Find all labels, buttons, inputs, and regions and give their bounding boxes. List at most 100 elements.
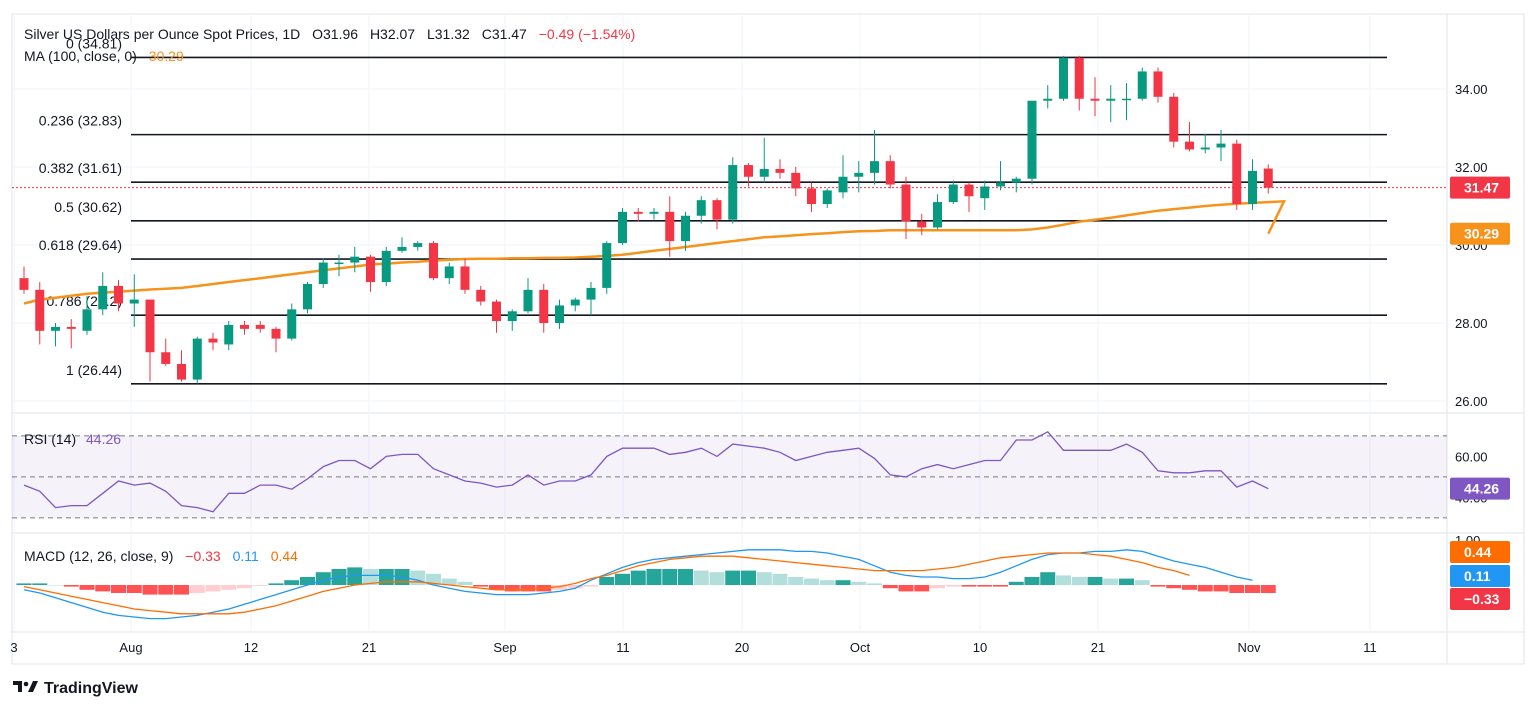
candle-body bbox=[712, 200, 722, 220]
candle-body bbox=[318, 262, 328, 284]
macd-histogram-bar bbox=[1119, 578, 1134, 585]
macd-histogram-bar bbox=[1229, 585, 1245, 593]
tradingview-logo[interactable]: TradingView bbox=[13, 680, 139, 697]
macd-histogram-bar bbox=[489, 585, 504, 590]
macd-histogram-bar bbox=[189, 585, 205, 593]
candle-body bbox=[1153, 71, 1163, 97]
fib-level-label: 0.236 (32.83) bbox=[39, 113, 122, 129]
macd-histogram-bar bbox=[851, 581, 867, 585]
candle-body bbox=[1137, 71, 1147, 99]
macd-histogram-bar bbox=[615, 573, 630, 585]
candle-body bbox=[980, 186, 990, 199]
candle-body bbox=[901, 184, 911, 222]
candle-body bbox=[334, 262, 344, 265]
candle-body bbox=[492, 301, 501, 322]
time-axis-label: 21 bbox=[1091, 640, 1105, 655]
macd-histogram-bar bbox=[993, 585, 1008, 587]
candle-body bbox=[964, 184, 974, 197]
candle-body bbox=[1106, 98, 1116, 101]
macd-histogram-bar bbox=[552, 585, 567, 590]
rsi-path bbox=[23, 430, 1269, 513]
candle-body bbox=[1232, 143, 1242, 205]
candle-body bbox=[728, 165, 738, 220]
macd-histogram-bar bbox=[347, 567, 363, 585]
macd-histogram-bar bbox=[1008, 581, 1024, 585]
candle-body bbox=[444, 266, 454, 279]
rsi-axis-label: 60.00 bbox=[1455, 449, 1488, 464]
candlestick-series bbox=[19, 55, 1273, 384]
candle-body bbox=[460, 266, 470, 290]
candle-body bbox=[381, 250, 391, 283]
candle-body bbox=[1185, 141, 1194, 150]
rsi-band-fill bbox=[12, 435, 1447, 518]
macd-histogram-bar bbox=[1024, 577, 1040, 585]
macd-histogram-bar bbox=[1213, 585, 1229, 592]
rsi-value-tag-bg bbox=[1450, 477, 1510, 500]
time-axis-label: 11 bbox=[1363, 640, 1377, 655]
macd-lines-group bbox=[23, 549, 1253, 620]
macd-histogram-bar bbox=[268, 583, 284, 585]
macd-histogram-bar bbox=[48, 585, 63, 586]
macd-histogram-bar bbox=[1071, 577, 1087, 585]
candle-body bbox=[618, 211, 627, 244]
fib-level-label: 0.382 (31.61) bbox=[39, 160, 122, 176]
macd-histogram-bar bbox=[504, 585, 520, 592]
macd-histogram-bar bbox=[363, 569, 378, 585]
candle-body bbox=[507, 311, 517, 322]
candle-body bbox=[255, 324, 265, 329]
macd-histogram-bar bbox=[237, 585, 252, 589]
candle-body bbox=[681, 215, 690, 242]
candle-body bbox=[413, 243, 423, 247]
macd-histogram-bar bbox=[174, 585, 189, 595]
macd-histogram-bar bbox=[772, 573, 788, 585]
candle-body bbox=[759, 168, 769, 177]
macd-histogram-bar bbox=[79, 585, 95, 590]
macd-histogram-bar bbox=[1166, 585, 1182, 589]
macd-histogram-bar bbox=[678, 569, 693, 585]
tradingview-logo-icon bbox=[13, 681, 38, 692]
macd-histogram-bar bbox=[300, 577, 315, 585]
macd-line-path bbox=[23, 549, 1253, 620]
candle-body bbox=[570, 299, 580, 306]
axis-labels: 3 Aug 12 21 Sep 11 20 Oct 10 21 Nov 1126.0028.0030.… bbox=[10, 82, 1487, 655]
macd-histogram-bar bbox=[914, 585, 930, 592]
candle-body bbox=[208, 338, 218, 343]
ohlc-high: H32.07 bbox=[370, 26, 415, 42]
macd-histogram-bar bbox=[898, 585, 914, 592]
macd-histogram-bar bbox=[930, 585, 945, 589]
candle-body bbox=[397, 246, 407, 251]
macd-histogram-bar bbox=[1087, 577, 1103, 585]
candle-body bbox=[114, 285, 123, 304]
macd-histogram-bar bbox=[111, 585, 126, 593]
candle-body bbox=[82, 309, 92, 331]
macd-histogram-bar bbox=[284, 580, 300, 585]
price-axis-label: 26.00 bbox=[1455, 394, 1488, 409]
macd-histogram-bar bbox=[599, 577, 615, 585]
macd-legend-label: MACD (12, 26, close, 9) bbox=[24, 548, 173, 564]
candle-body bbox=[1059, 57, 1068, 99]
candle-body bbox=[177, 363, 186, 380]
fib-level-label: 1 (26.44) bbox=[66, 362, 122, 378]
macd-histogram-bar bbox=[252, 585, 268, 586]
candle-body bbox=[822, 190, 832, 205]
time-axis-label: 10 bbox=[973, 640, 987, 655]
moving-average-path bbox=[23, 199, 1287, 305]
macd-legend-signal: 0.44 bbox=[271, 548, 298, 564]
macd-histogram-bar bbox=[32, 583, 48, 585]
macd-histogram-bar bbox=[95, 585, 111, 592]
rsi-value-tag: 44.26 bbox=[1464, 481, 1499, 497]
price-axis-label: 28.00 bbox=[1455, 316, 1488, 331]
candle-body bbox=[19, 278, 29, 290]
time-axis-label: 3 bbox=[10, 640, 17, 655]
ma-price-tag: 30.29 bbox=[1464, 226, 1499, 242]
macd-histogram-bar bbox=[1245, 585, 1260, 593]
macd-histogram-bar bbox=[1260, 585, 1276, 593]
macd-histogram-bar bbox=[725, 570, 741, 585]
candle-body bbox=[523, 289, 533, 312]
histogram-value-tag-bg bbox=[1450, 588, 1510, 610]
macd-histogram-bar bbox=[819, 580, 835, 585]
time-axis-label: 20 bbox=[735, 640, 749, 655]
time-axis-label: 12 bbox=[244, 640, 258, 655]
macd-histogram-bar bbox=[756, 572, 772, 585]
